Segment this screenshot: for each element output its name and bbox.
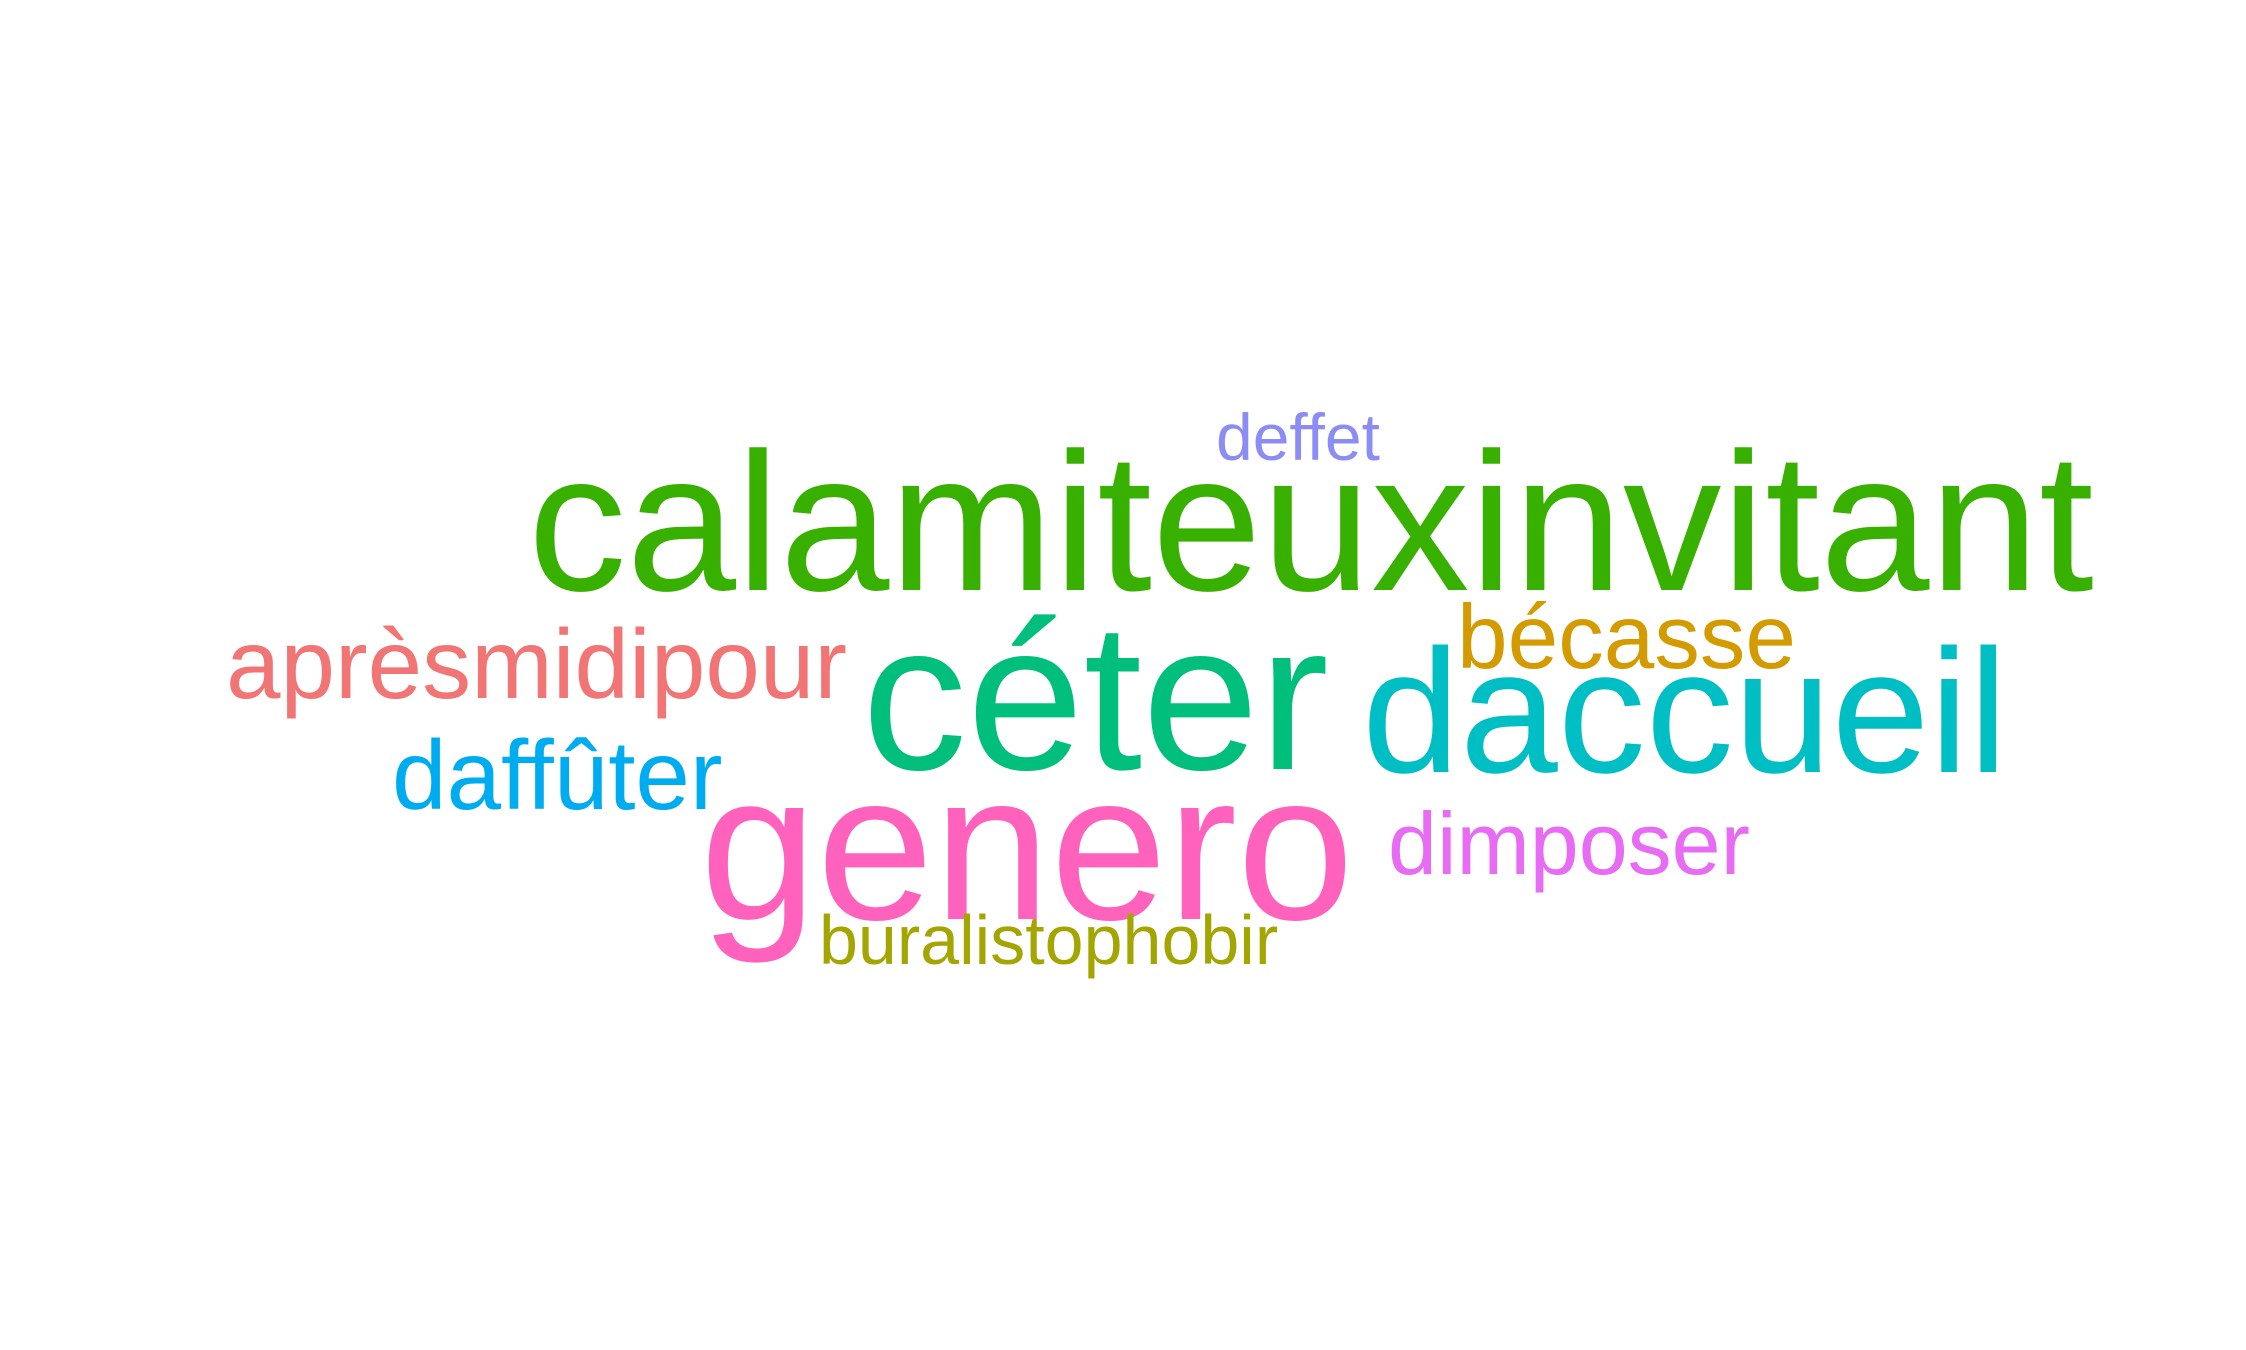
- word-deffet: deffet: [1216, 400, 1380, 474]
- word-buralistophobir: buralistophobir: [819, 901, 1279, 979]
- word-daffuter: daffûter: [392, 720, 723, 830]
- word-daccueil: daccueil: [1362, 614, 2008, 810]
- word-ceter: céter: [862, 579, 1329, 814]
- word-apresmidipour: aprèsmidipour: [226, 609, 847, 719]
- word-dimposer: dimposer: [1388, 794, 1750, 893]
- word-genero: genero: [700, 729, 1354, 964]
- word-calamiteuxinvitant: calamiteuxinvitant: [528, 412, 2094, 632]
- word-becasse: bécasse: [1457, 587, 1796, 688]
